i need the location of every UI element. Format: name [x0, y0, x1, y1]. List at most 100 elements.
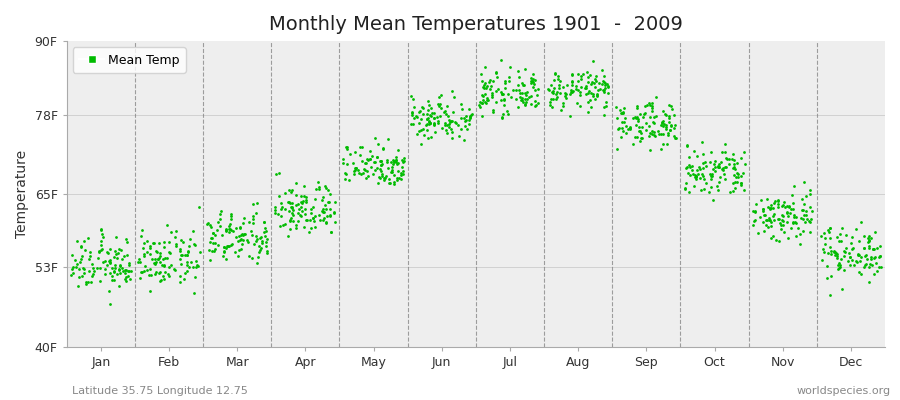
Point — [632, 128, 646, 135]
Point — [800, 216, 814, 222]
Point — [191, 263, 205, 269]
Point — [375, 161, 390, 167]
Point — [454, 114, 468, 121]
Point — [502, 74, 517, 80]
Point — [737, 148, 751, 155]
Point — [592, 80, 607, 86]
Point — [656, 107, 670, 114]
Point — [858, 262, 872, 268]
Point — [319, 220, 333, 226]
Point — [849, 225, 863, 232]
Point — [649, 113, 663, 120]
Point — [651, 128, 665, 134]
Point — [824, 225, 838, 232]
Point — [787, 212, 801, 218]
Point — [298, 211, 312, 217]
Point — [293, 193, 308, 200]
Point — [75, 253, 89, 260]
Point — [107, 277, 122, 284]
Point — [836, 248, 850, 254]
Point — [160, 254, 175, 261]
Point — [552, 85, 566, 91]
Point — [118, 270, 132, 276]
Point — [181, 247, 195, 254]
Point — [491, 86, 505, 92]
Point — [180, 258, 194, 265]
Point — [445, 118, 459, 124]
Point — [168, 233, 183, 240]
Point — [600, 84, 615, 90]
Point — [731, 171, 745, 178]
Point — [525, 78, 539, 84]
Point — [730, 170, 744, 176]
Point — [282, 198, 296, 205]
Point — [872, 253, 886, 259]
Point — [390, 177, 404, 184]
Point — [687, 148, 701, 154]
Point — [833, 261, 848, 268]
Point — [786, 219, 800, 225]
Point — [802, 204, 816, 210]
Point — [206, 240, 220, 246]
Point — [562, 91, 577, 98]
Point — [367, 166, 382, 173]
Point — [531, 86, 545, 92]
Point — [367, 159, 382, 165]
Point — [657, 121, 671, 127]
Point — [85, 260, 99, 267]
Point — [569, 83, 583, 90]
Point — [328, 219, 342, 226]
Point — [719, 156, 733, 162]
Point — [138, 263, 152, 269]
Point — [852, 258, 867, 264]
Point — [237, 230, 251, 237]
Point — [355, 158, 369, 164]
Point — [780, 209, 795, 216]
Point — [302, 229, 317, 235]
Point — [711, 161, 725, 167]
Point — [236, 237, 250, 243]
Point — [758, 212, 772, 218]
Point — [615, 109, 629, 116]
Point — [490, 99, 504, 106]
Point — [158, 262, 172, 268]
Point — [559, 91, 573, 97]
Point — [321, 199, 336, 205]
Point — [296, 182, 310, 189]
Point — [164, 262, 178, 268]
Point — [427, 121, 441, 128]
Point — [629, 122, 643, 128]
Point — [596, 78, 610, 84]
Point — [654, 122, 669, 128]
Point — [718, 176, 733, 182]
Point — [416, 105, 430, 111]
Point — [256, 218, 271, 225]
Point — [377, 176, 392, 183]
Point — [661, 132, 675, 138]
Point — [756, 206, 770, 212]
Point — [802, 218, 816, 224]
Point — [786, 220, 800, 226]
Point — [518, 90, 533, 96]
Point — [770, 204, 785, 211]
Point — [722, 161, 736, 167]
Point — [440, 103, 454, 110]
Point — [770, 198, 785, 204]
Point — [476, 93, 491, 100]
Point — [119, 267, 133, 273]
Point — [312, 186, 327, 192]
Point — [796, 216, 810, 222]
Point — [364, 164, 378, 171]
Point — [410, 131, 424, 137]
Point — [311, 178, 326, 185]
Point — [442, 117, 456, 124]
Point — [203, 239, 218, 246]
Point — [796, 201, 811, 207]
Point — [247, 212, 261, 219]
Point — [628, 114, 643, 120]
Point — [315, 197, 329, 203]
Point — [82, 256, 96, 262]
Point — [504, 93, 518, 100]
Point — [834, 286, 849, 292]
Point — [573, 103, 588, 110]
